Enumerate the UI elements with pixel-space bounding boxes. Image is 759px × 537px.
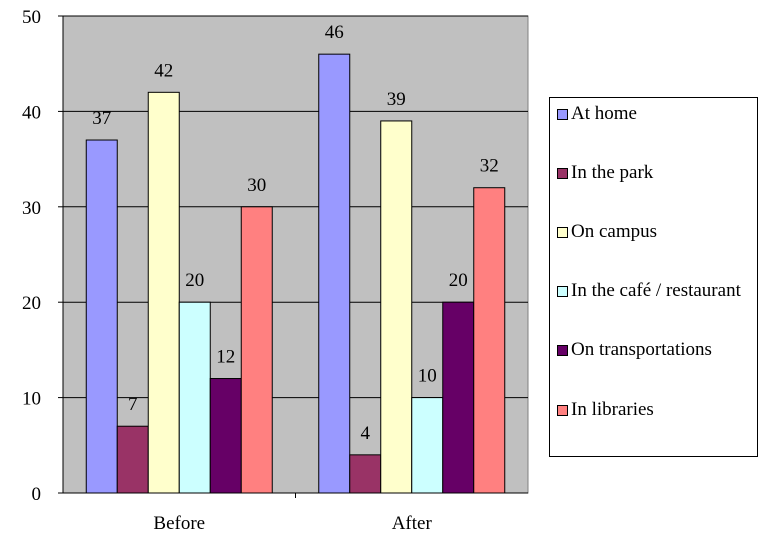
y-tick-label: 10 [22, 389, 41, 410]
bar [240, 206, 273, 494]
legend-label: In the park [571, 162, 654, 183]
bar [380, 120, 413, 494]
data-label: 37 [92, 108, 111, 129]
legend-swatch [557, 345, 568, 356]
data-label: 20 [449, 270, 468, 291]
legend-swatch [557, 168, 568, 179]
legend-swatch [557, 405, 568, 416]
data-label: 30 [247, 175, 266, 196]
bar [318, 53, 351, 494]
y-tick-label: 20 [22, 293, 41, 314]
legend-label: In libraries [571, 399, 654, 420]
bar [116, 425, 149, 494]
data-label: 46 [325, 22, 344, 43]
data-label: 32 [480, 156, 499, 177]
legend: At home In the park On campus In the café /… [549, 97, 758, 457]
bar [209, 378, 242, 494]
legend-label: In the café / restaurant [571, 280, 741, 301]
y-tick-label: 40 [22, 102, 41, 123]
y-tick-label: 50 [22, 7, 41, 28]
data-label: 12 [216, 347, 235, 368]
data-label: 39 [387, 89, 406, 110]
data-label: 4 [361, 423, 371, 444]
bar [411, 397, 444, 494]
data-label: 42 [154, 60, 173, 81]
legend-label: At home [571, 103, 637, 124]
bar [178, 301, 211, 494]
legend-label: On campus [571, 221, 658, 242]
bar [473, 187, 506, 494]
bar [85, 139, 118, 494]
bar [442, 301, 475, 494]
y-tick-label: 0 [32, 484, 42, 505]
x-category-label: Before [153, 513, 205, 534]
legend-swatch [557, 109, 568, 120]
legend-label: On transportations [571, 339, 712, 360]
legend-swatch [557, 286, 568, 297]
data-label: 10 [418, 366, 437, 387]
y-tick-label: 30 [22, 198, 41, 219]
x-category-label: After [392, 513, 433, 534]
data-label: 7 [128, 394, 138, 415]
data-label: 20 [185, 270, 204, 291]
bar [147, 91, 180, 494]
legend-swatch [557, 227, 568, 238]
bar [349, 454, 382, 494]
